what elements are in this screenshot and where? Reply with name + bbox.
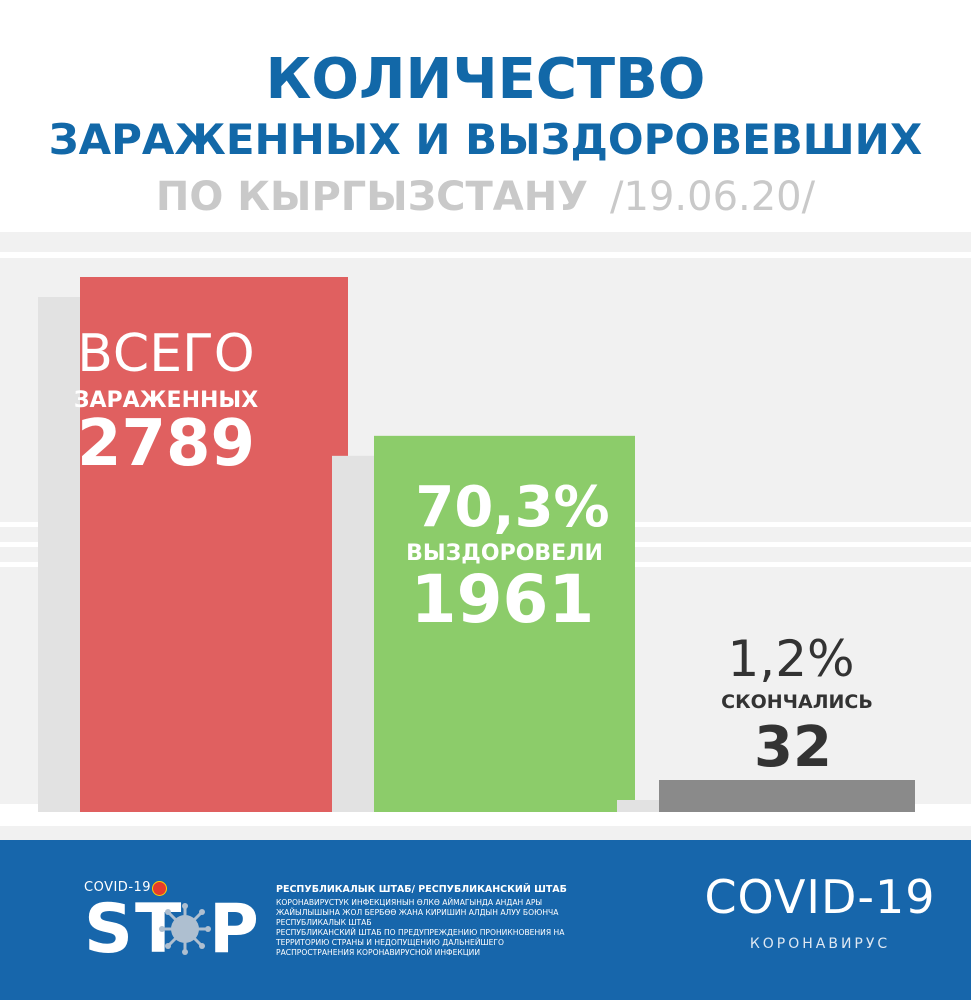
chart-date: /19.06.20/ xyxy=(610,174,816,220)
staff-title: РЕСПУБЛИКАЛЫК ШТАБ/ РЕСПУБЛИКАНСКИЙ ШТАБ xyxy=(276,884,567,895)
bar-headline: ВСЕГО xyxy=(77,324,254,384)
bar-value-label: 1961 xyxy=(411,561,595,638)
covid-19-logo: COVID-19 xyxy=(704,870,936,924)
background-stripe xyxy=(0,252,971,258)
chart-title-line2: ЗАРАЖЕННЫХ И ВЫЗДОРОВЕВШИХ xyxy=(48,115,923,164)
bar-label: ЗАРАЖЕННЫХ xyxy=(74,388,258,413)
coronavirus-label: КОРОНАВИРУС xyxy=(749,936,891,952)
flag-icon xyxy=(152,881,167,896)
chart-subtitle: ПО КЫРГЫЗСТАНУ/19.06.20/ xyxy=(0,174,971,220)
bar-3 xyxy=(659,780,915,812)
chart-title-line1: КОЛИЧЕСТВО xyxy=(265,47,706,112)
footer-banner xyxy=(0,840,971,1000)
bar-value-label: 32 xyxy=(754,715,832,780)
chart-subtitle-country: ПО КЫРГЫЗСТАНУ xyxy=(155,174,589,220)
chart-title-block: КОЛИЧЕСТВО ЗАРАЖЕННЫХ И ВЫЗДОРОВЕВШИХ ПО… xyxy=(0,0,971,230)
bar-2 xyxy=(374,435,635,812)
bar-1 xyxy=(80,277,348,812)
virus-icon xyxy=(159,903,211,955)
staff-text-kg: КОРОНАВИРУСТУК ИНФЕКЦИЯНЫН ӨЛКӨ АЙМАГЫНД… xyxy=(276,898,559,927)
staff-text-ru: РЕСПУБЛИКАНСКИЙ ШТАБ ПО ПРЕДУПРЕЖДЕНИЮ П… xyxy=(276,928,565,957)
bar-headline: 70,3% xyxy=(415,475,609,540)
covid-small-label: COVID-19 xyxy=(84,880,152,895)
bar-headline: 1,2% xyxy=(727,630,854,688)
bar-shadow xyxy=(617,800,659,812)
bar-label: СКОНЧАЛИСЬ xyxy=(721,691,873,713)
bar-shadow xyxy=(332,455,374,812)
bar-label: ВЫЗДОРОВЕЛИ xyxy=(406,541,603,566)
bar-value-label: 2789 xyxy=(77,407,255,481)
bar-shadow xyxy=(38,297,80,812)
